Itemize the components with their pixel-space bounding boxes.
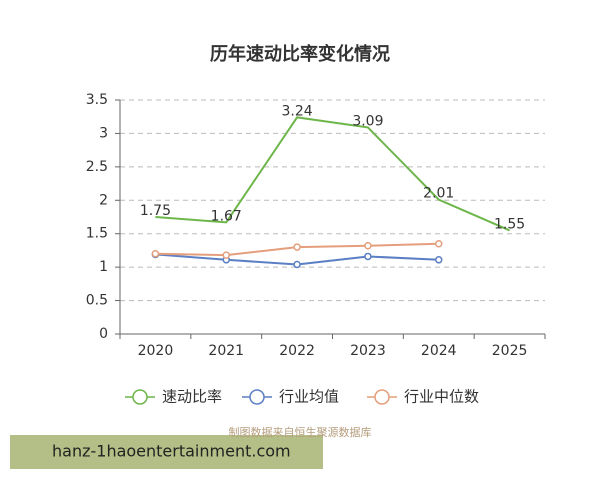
y-tick-label: 3 [99, 125, 108, 141]
point [151, 250, 160, 258]
legend-label: 行业均值 [279, 388, 339, 406]
watermark: hanz-1haoentertainment.com [52, 442, 291, 461]
legend-label: 速动比率 [162, 388, 222, 406]
legend-marker [374, 389, 390, 405]
y-tick-label: 3.5 [86, 92, 108, 108]
x-tick-label: 2022 [279, 343, 315, 359]
point [293, 260, 301, 269]
point [364, 252, 372, 261]
point [222, 251, 230, 259]
y-tick-label: 0 [99, 326, 108, 342]
data-label: 3.09 [352, 113, 383, 129]
legend-label: 行业中位数 [404, 388, 479, 406]
y-tick-label: 0.5 [86, 293, 108, 309]
y-tick-label: 2.5 [86, 159, 108, 175]
x-tick-label: 2020 [138, 343, 174, 359]
x-tick-label: 2024 [421, 343, 457, 359]
data-label: 1.55 [494, 216, 525, 232]
y-tick-label: 1 [99, 259, 108, 275]
data-label: 1.75 [140, 203, 171, 219]
y-tick-label: 1.5 [86, 226, 108, 242]
watermark-box [10, 435, 323, 469]
point [293, 243, 301, 251]
series-line [155, 116, 510, 232]
point [364, 241, 372, 250]
data-label: 3.24 [281, 103, 312, 119]
point [435, 239, 443, 248]
x-tick-label: 2025 [492, 343, 528, 359]
data-label: 2.01 [423, 186, 454, 202]
x-tick-label: 2021 [208, 343, 244, 359]
y-tick-label: 2 [99, 192, 108, 208]
chart-title: 历年速动比率变化情况 [210, 43, 390, 65]
legend-marker [132, 389, 148, 405]
x-tick-label: 2023 [350, 343, 386, 359]
point [435, 256, 443, 264]
data-label: 1.67 [211, 208, 242, 224]
legend-marker [249, 389, 265, 405]
source-note: 制图数据来自恒生聚源数据库 [229, 425, 372, 439]
